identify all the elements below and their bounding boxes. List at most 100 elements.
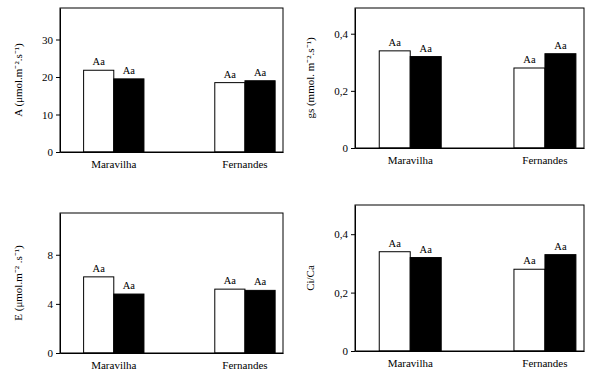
y-axis: 0 0,2 0,4 [334, 206, 355, 358]
y-axis: 0 0,2 0,4 [334, 9, 355, 155]
bar [245, 290, 275, 353]
tick: 10 [42, 109, 60, 121]
annotation: Aa [420, 43, 433, 54]
annotation: Aa [93, 263, 106, 274]
tick-mark [56, 152, 60, 153]
bar [410, 57, 441, 148]
tick: 0 [343, 345, 356, 357]
panel: AaAaAaAa00,20,4MaravilhaFernandesCi/Ca [304, 205, 585, 369]
bar [215, 83, 245, 152]
annotation: Aa [389, 238, 402, 249]
bar [114, 294, 144, 353]
x-axis: Maravilha Fernandes [61, 152, 284, 170]
tick: Fernandes [522, 351, 567, 369]
annotation: Aa [554, 40, 567, 51]
tick-mark [351, 293, 355, 294]
tick-label: Fernandes [222, 359, 267, 371]
tick: 0,2 [334, 85, 355, 97]
y-axis: 0 4 8 [48, 214, 61, 360]
annotation: Aa [254, 67, 267, 78]
bars [84, 277, 276, 353]
tick: Fernandes [222, 152, 267, 170]
tick: 0,4 [334, 228, 355, 240]
tick-label: 30 [42, 34, 54, 46]
axis-line [356, 351, 585, 352]
tick-label: Fernandes [522, 357, 567, 369]
tick-label: Maravilha [388, 357, 433, 369]
tick-mark [351, 351, 355, 352]
tick-mark [56, 40, 60, 41]
tick-label: 0 [48, 347, 54, 359]
tick-label: 8 [48, 249, 54, 261]
tick-mark [351, 148, 355, 149]
tick-label: 4 [48, 298, 54, 310]
tick-label: Fernandes [222, 158, 267, 170]
bar [545, 255, 576, 351]
tick-mark [56, 77, 60, 78]
plot-frame [60, 213, 283, 353]
tick-mark [351, 34, 355, 35]
tick-mark [56, 353, 60, 354]
tick: Fernandes [222, 353, 267, 371]
annotation: Aa [420, 244, 433, 255]
tick-label: Maravilha [91, 359, 136, 371]
tick-mark [56, 304, 60, 305]
tick-label: 20 [42, 71, 54, 83]
tick-label: 0 [343, 345, 349, 357]
plot-frame [355, 205, 584, 351]
axis-line [355, 9, 356, 149]
plot-frame [355, 8, 584, 148]
x-axis: Maravilha Fernandes [356, 148, 585, 166]
axis-title: Ci/Ca [304, 265, 316, 291]
axis-line [60, 214, 61, 354]
bar [84, 277, 114, 353]
tick: 0,4 [334, 28, 355, 40]
axis-line [61, 353, 284, 354]
annotation: Aa [93, 56, 106, 67]
bar [410, 258, 441, 351]
tick: 0 [343, 142, 356, 154]
tick: Maravilha [388, 148, 433, 166]
bar [545, 54, 576, 148]
bar [379, 51, 410, 148]
tick-label: Maravilha [91, 158, 136, 170]
tick: Fernandes [522, 148, 567, 166]
tick: 30 [42, 34, 60, 46]
tick-label: 0 [343, 142, 349, 154]
tick: 20 [42, 71, 60, 83]
panel: AaAaAaAa048MaravilhaFernandesE (μmol.m⁻²… [12, 213, 284, 371]
annotation: Aa [254, 276, 267, 287]
tick-mark [351, 234, 355, 235]
axis-title: gs (mmol. m⁻².s⁻¹) [304, 37, 317, 119]
bar [215, 289, 245, 353]
bar [514, 269, 545, 351]
x-axis: Maravilha Fernandes [61, 353, 284, 371]
annotation: Aa [554, 241, 567, 252]
bars [379, 252, 576, 351]
tick: Maravilha [388, 351, 433, 369]
panel: AaAaAaAa0102030MaravilhaFernandesA (μmol… [12, 8, 284, 170]
axis-line [60, 9, 61, 153]
figure: AaAaAaAa0102030MaravilhaFernandesA (μmol… [0, 0, 589, 376]
x-axis: Maravilha Fernandes [356, 351, 585, 369]
tick-mark [56, 115, 60, 116]
tick-label: 0,2 [334, 85, 348, 97]
annotation: Aa [224, 69, 237, 80]
annotation: Aa [123, 280, 136, 291]
y-axis: 0 10 20 30 [42, 9, 61, 159]
bars [84, 70, 276, 152]
axis-title: E (μmol.m⁻² .s⁻¹) [12, 245, 25, 321]
tick: 0 [48, 146, 61, 158]
tick-mark [351, 91, 355, 92]
tick: 0,2 [334, 287, 355, 299]
axis-line [61, 152, 284, 153]
tick-label: 0 [48, 146, 54, 158]
annotation: Aa [123, 65, 136, 76]
bar [245, 81, 275, 152]
tick-label: 10 [42, 109, 54, 121]
tick-label: 0,2 [334, 287, 348, 299]
axis-line [356, 148, 585, 149]
tick: 4 [48, 298, 61, 310]
plot-frame [60, 8, 283, 152]
tick-label: Fernandes [522, 154, 567, 166]
